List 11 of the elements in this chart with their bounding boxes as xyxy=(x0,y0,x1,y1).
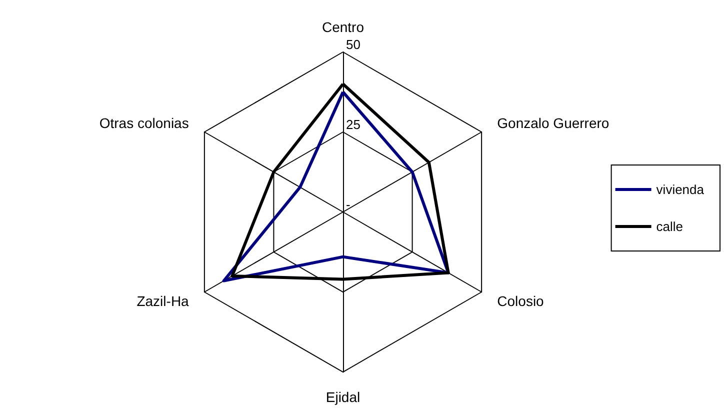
legend-label: calle xyxy=(656,219,684,234)
spoke-label: Centro xyxy=(322,19,364,35)
y-tick-label: - xyxy=(346,197,350,212)
spoke-label: Ejidal xyxy=(326,389,360,405)
spoke-label: Otras colonias xyxy=(99,115,189,131)
spoke-label: Gonzalo Guerrero xyxy=(497,115,610,131)
spoke-label: Colosio xyxy=(497,293,544,309)
spoke-label: Zazil-Ha xyxy=(136,293,190,309)
legend-label: vivienda xyxy=(656,182,705,197)
y-tick-label: 50 xyxy=(346,37,360,52)
y-tick-label: 25 xyxy=(346,117,360,132)
